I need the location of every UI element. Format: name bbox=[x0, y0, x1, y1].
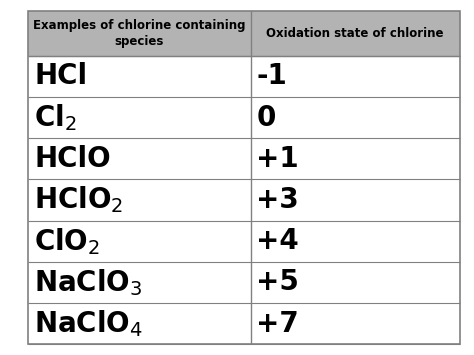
Text: Cl$_2$: Cl$_2$ bbox=[34, 102, 77, 133]
Bar bbox=[28, 11, 251, 56]
Bar bbox=[251, 11, 460, 56]
Text: NaClO$_3$: NaClO$_3$ bbox=[34, 267, 143, 298]
Text: -1: -1 bbox=[256, 62, 287, 90]
Text: HClO$_2$: HClO$_2$ bbox=[34, 185, 123, 215]
Text: +1: +1 bbox=[256, 145, 299, 173]
Text: NaClO$_4$: NaClO$_4$ bbox=[34, 308, 143, 339]
Text: +5: +5 bbox=[256, 268, 299, 296]
Text: +4: +4 bbox=[256, 227, 299, 255]
Text: HClO: HClO bbox=[34, 145, 111, 173]
Text: +7: +7 bbox=[256, 310, 299, 338]
Text: Examples of chlorine containing
species: Examples of chlorine containing species bbox=[33, 19, 246, 48]
Text: +3: +3 bbox=[256, 186, 299, 214]
Text: 0: 0 bbox=[256, 104, 276, 132]
Text: HCl: HCl bbox=[34, 62, 87, 90]
Text: Oxidation state of chlorine: Oxidation state of chlorine bbox=[266, 27, 444, 40]
Text: ClO$_2$: ClO$_2$ bbox=[34, 226, 100, 257]
